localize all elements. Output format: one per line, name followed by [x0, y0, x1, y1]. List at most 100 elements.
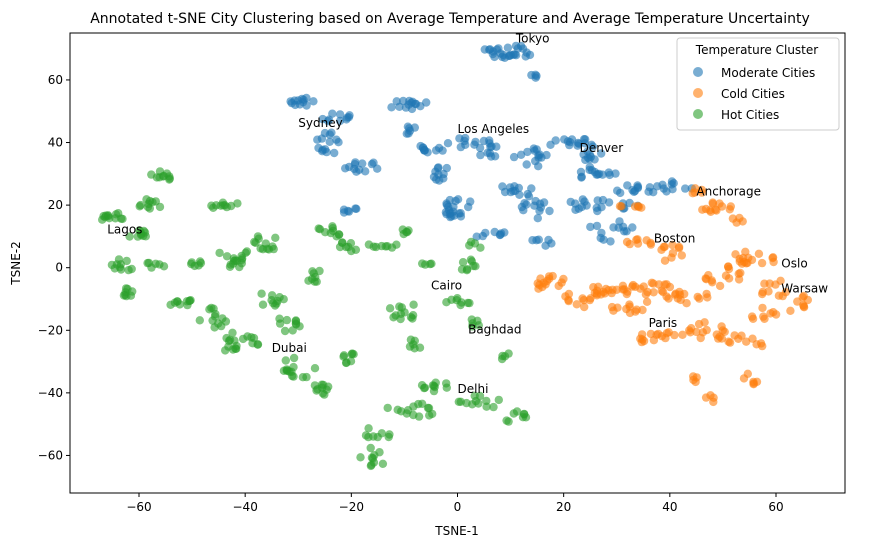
hot-cities-point — [442, 298, 451, 307]
hot-cities-point — [211, 309, 220, 319]
x-axis-label: TSNE-1 — [434, 524, 478, 538]
cold-cities-point — [700, 318, 709, 327]
city-label-dubai: Dubai — [272, 341, 307, 355]
cold-cities-point — [698, 328, 708, 337]
hot-cities-point — [133, 232, 142, 241]
moderate-cities-point — [529, 144, 538, 153]
hot-cities-point — [281, 356, 290, 365]
moderate-cities-point — [295, 100, 305, 109]
moderate-cities-point — [662, 187, 671, 196]
moderate-cities-point — [410, 123, 419, 132]
moderate-cities-point — [416, 141, 425, 151]
moderate-cities-point — [522, 48, 531, 57]
cold-cities-point — [646, 240, 656, 249]
moderate-cities-point — [492, 142, 501, 151]
hot-cities-point — [140, 228, 150, 237]
cold-cities-point — [659, 242, 668, 252]
hot-cities-point — [310, 364, 320, 373]
hot-cities-point — [228, 328, 237, 337]
hot-cities-point — [207, 303, 216, 313]
hot-cities-point — [367, 460, 376, 470]
moderate-cities-point — [325, 130, 334, 139]
hot-cities-point — [377, 429, 386, 438]
cold-cities-point — [701, 274, 710, 283]
moderate-cities-point — [535, 206, 544, 216]
city-label-anchorage: Anchorage — [696, 185, 761, 199]
cold-cities-point — [662, 329, 671, 338]
moderate-cities-point — [486, 142, 495, 152]
moderate-cities-point — [598, 195, 608, 205]
hot-cities-point — [127, 264, 136, 274]
moderate-cities-point — [511, 51, 521, 60]
city-label-warsaw: Warsaw — [781, 282, 828, 296]
hot-cities-point — [463, 298, 472, 308]
cold-cities-point — [692, 327, 701, 337]
hot-cities-point — [308, 267, 317, 276]
hot-cities-point — [282, 315, 292, 325]
hot-cities-point — [383, 403, 392, 413]
moderate-cities-point — [606, 237, 615, 246]
hot-cities-point — [402, 409, 411, 418]
hot-cities-point — [143, 202, 153, 212]
cold-cities-point — [702, 289, 711, 299]
moderate-cities-point — [351, 204, 360, 213]
moderate-cities-point — [616, 188, 625, 198]
moderate-cities-point — [453, 195, 463, 204]
hot-cities-point — [298, 373, 308, 382]
moderate-cities-point — [480, 45, 489, 54]
cold-cities-point — [749, 380, 758, 389]
city-label-oslo: Oslo — [781, 257, 807, 271]
cold-cities-point — [799, 291, 808, 301]
hot-cities-point — [194, 261, 203, 270]
cold-cities-point — [622, 304, 631, 314]
moderate-cities-point — [330, 148, 339, 158]
moderate-cities-point — [471, 137, 480, 147]
hot-cities-point — [231, 256, 240, 265]
moderate-cities-point — [343, 206, 353, 216]
cold-cities-point — [735, 257, 744, 266]
hot-cities-point — [264, 245, 274, 254]
hot-cities-point — [238, 334, 248, 344]
cold-cities-point — [572, 300, 581, 309]
x-tick-label: −60 — [126, 500, 151, 514]
moderate-cities-point — [485, 149, 495, 158]
hot-cities-point — [404, 226, 413, 235]
city-label-cairo: Cairo — [431, 279, 462, 293]
cold-cities-point — [730, 331, 739, 340]
moderate-cities-point — [528, 236, 537, 245]
moderate-cities-point — [533, 214, 542, 223]
cold-cities-point — [712, 206, 721, 215]
moderate-cities-point — [485, 136, 494, 145]
cold-cities-point — [698, 205, 707, 214]
y-tick-label: 40 — [48, 136, 63, 150]
y-axis-ticks: −60 −40 −20 0 20 40 60 — [38, 73, 70, 462]
moderate-cities-point — [442, 210, 451, 219]
hot-cities-point — [454, 397, 463, 406]
hot-cities-point — [395, 302, 404, 311]
cold-cities-point — [634, 202, 643, 212]
hot-cities-point — [414, 412, 424, 421]
cold-cities-point — [579, 296, 588, 305]
moderate-cities-point — [361, 167, 370, 176]
hot-cities-point — [425, 259, 435, 269]
legend-marker-moderate-cities — [693, 67, 703, 77]
cold-cities-point — [786, 306, 795, 315]
cold-cities-point — [758, 341, 767, 351]
moderate-cities-point — [401, 103, 411, 112]
hot-cities-point — [364, 240, 374, 249]
moderate-cities-point — [433, 163, 443, 173]
cold-cities-point — [585, 295, 594, 305]
hot-cities-point — [304, 276, 313, 285]
moderate-cities-point — [537, 153, 546, 162]
hot-cities-point — [98, 215, 107, 224]
moderate-cities-point — [442, 163, 451, 173]
moderate-cities-point — [358, 159, 367, 168]
moderate-cities-point — [590, 155, 599, 164]
legend-marker-hot-cities — [693, 109, 703, 119]
hot-cities-point — [257, 289, 266, 298]
cold-cities-point — [631, 307, 640, 316]
cold-cities-point — [618, 281, 628, 290]
y-tick-label: 0 — [55, 261, 63, 275]
hot-cities-point — [136, 200, 145, 210]
